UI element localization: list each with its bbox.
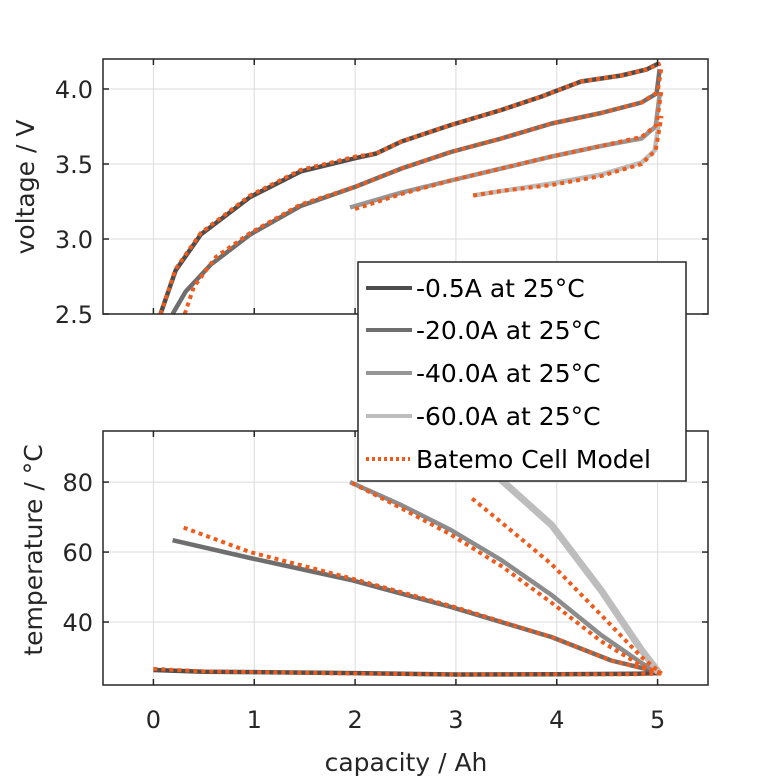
voltage-series-5 [182,66,664,315]
voltage-series-3 [472,124,661,198]
voltage-series [158,61,664,316]
legend-entry-1: -20.0A at 25°C [366,316,601,345]
legend-entry-4: Batemo Cell Model [366,445,651,474]
legend-label-0: -0.5A at 25°C [416,274,585,303]
voltage-series-4 [158,61,662,315]
x-tick-label-2: 2 [347,706,362,734]
temperature-ytick-label-1: 60 [62,539,93,567]
legend-label-4: Batemo Cell Model [416,445,651,474]
temperature-ytick-label-2: 80 [62,469,93,497]
voltage-ytick-label-3: 4.0 [55,76,93,104]
temperature-series-6 [351,481,663,676]
voltage-series-7 [472,115,664,198]
x-tick-label-5: 5 [650,706,665,734]
x-tick-label-1: 1 [247,706,262,734]
voltage-ytick-label-0: 2.5 [55,301,93,329]
legend-label-3: -60.0A at 25°C [416,402,601,431]
x-axis-label: capacity / Ah [325,748,488,777]
voltage-ticks: 2.5 3.0 3.5 4.0 [55,59,708,329]
voltage-ytick-label-2: 3.5 [55,151,93,179]
temperature-y-axis-label: temperature / °C [19,444,48,655]
legend-entry-0: -0.5A at 25°C [366,274,585,303]
legend: -0.5A at 25°C -20.0A at 25°C -40.0A at 2… [357,261,687,482]
voltage-ytick-label-1: 3.0 [55,226,93,254]
x-tick-label-0: 0 [146,706,161,734]
voltage-panel: 2.5 3.0 3.5 4.0 voltage / V [11,58,709,329]
temperature-series-4 [153,666,663,677]
temperature-series-3 [471,452,662,675]
legend-label-1: -20.0A at 25°C [416,316,601,345]
legend-label-2: -40.0A at 25°C [416,359,601,388]
temperature-series-5 [183,525,663,676]
voltage-y-axis-label: voltage / V [11,120,40,255]
temperature-ytick-label-0: 40 [62,609,93,637]
temperature-ticks: 0 1 2 3 4 5 40 60 80 [62,431,708,734]
voltage-series-6 [354,88,664,211]
temperature-series [153,452,663,677]
x-tick-label-4: 4 [549,706,564,734]
temperature-series-1 [172,538,660,675]
legend-entry-3: -60.0A at 25°C [366,402,601,431]
x-tick-label-3: 3 [448,706,463,734]
temperature-series-7 [470,496,663,676]
temperature-panel: 0 1 2 3 4 5 40 60 80 temperature / °C capacity /… [19,430,709,777]
temperature-series-2 [349,480,660,676]
legend-entry-2: -40.0A at 25°C [366,359,601,388]
legend-box [357,261,687,482]
